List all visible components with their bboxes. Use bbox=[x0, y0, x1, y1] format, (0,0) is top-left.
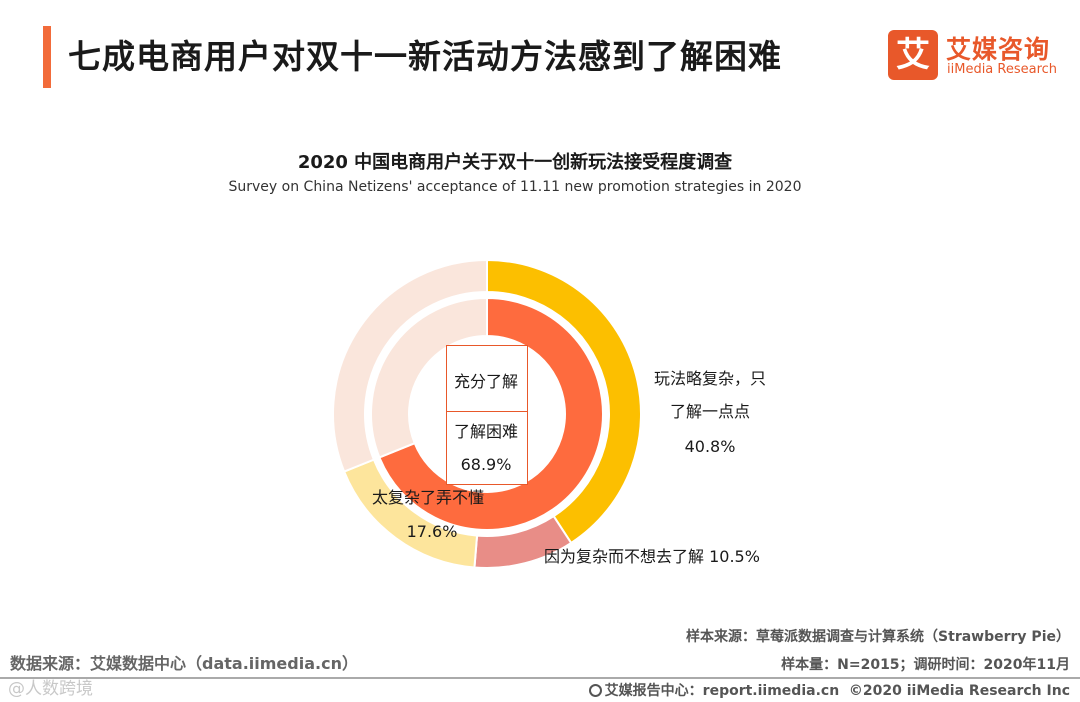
copyright: ©2020 iiMedia Research Inc bbox=[848, 683, 1070, 699]
outer-ring-slice-0 bbox=[486, 258, 642, 545]
outer-label-too-complex-to-bother: 因为复杂而不想去了解 10.5% bbox=[544, 547, 760, 566]
logo-mark-icon: 艾 bbox=[888, 30, 938, 80]
inner-ring-slice-1 bbox=[370, 296, 488, 459]
inner-ring-slice-0 bbox=[378, 296, 604, 531]
chart-subtitle: Survey on China Netizens' acceptance of … bbox=[228, 179, 802, 195]
outer-value-too-complex: 17.6% bbox=[406, 522, 458, 541]
data-source: 数据来源：艾媒数据中心（data.iimedia.cn） bbox=[10, 654, 358, 673]
footer-report-center: 艾媒报告中心：report.iimedia.cn ©2020 iiMedia R… bbox=[588, 680, 1070, 700]
iimedia-logo: 艾 艾媒咨询 iiMedia Research bbox=[888, 30, 1064, 82]
globe-icon bbox=[588, 684, 602, 697]
watermark: @人数跨境 bbox=[8, 679, 93, 699]
outer-label-slightly-complex-line2: 了解一点点 bbox=[669, 402, 750, 421]
report-center-link[interactable]: 艾媒报告中心：report.iimedia.cn bbox=[604, 683, 840, 699]
center-label-understood: 充分了解 bbox=[453, 372, 518, 391]
footer-divider bbox=[0, 677, 1080, 679]
logo-chinese-name: 艾媒咨询 bbox=[946, 35, 1051, 64]
center-label-difficult: 了解困难 bbox=[453, 422, 518, 441]
logo-english-name: iiMedia Research bbox=[947, 62, 1058, 77]
center-label-box-bottom bbox=[446, 411, 528, 485]
outer-value-slightly-complex: 40.8% bbox=[684, 437, 736, 456]
page-title: 七成电商用户对双十一新活动方法感到了解困难 bbox=[68, 37, 782, 76]
outer-ring-slice-3 bbox=[332, 258, 488, 473]
title-accent-bar bbox=[43, 26, 51, 88]
center-value-difficult: 68.9% bbox=[460, 455, 512, 474]
sample-source: 样本来源：草莓派数据调查与计算系统（Strawberry Pie） bbox=[686, 629, 1070, 645]
outer-label-slightly-complex-line1: 玩法略复杂，只 bbox=[653, 369, 766, 388]
center-label-box-top bbox=[446, 345, 528, 413]
chart-title: 2020 中国电商用户关于双十一创新玩法接受程度调查 bbox=[297, 152, 733, 173]
sample-size: 样本量：N=2015；调研时间：2020年11月 bbox=[781, 657, 1070, 673]
outer-label-too-complex: 太复杂了弄不懂 bbox=[372, 488, 485, 507]
